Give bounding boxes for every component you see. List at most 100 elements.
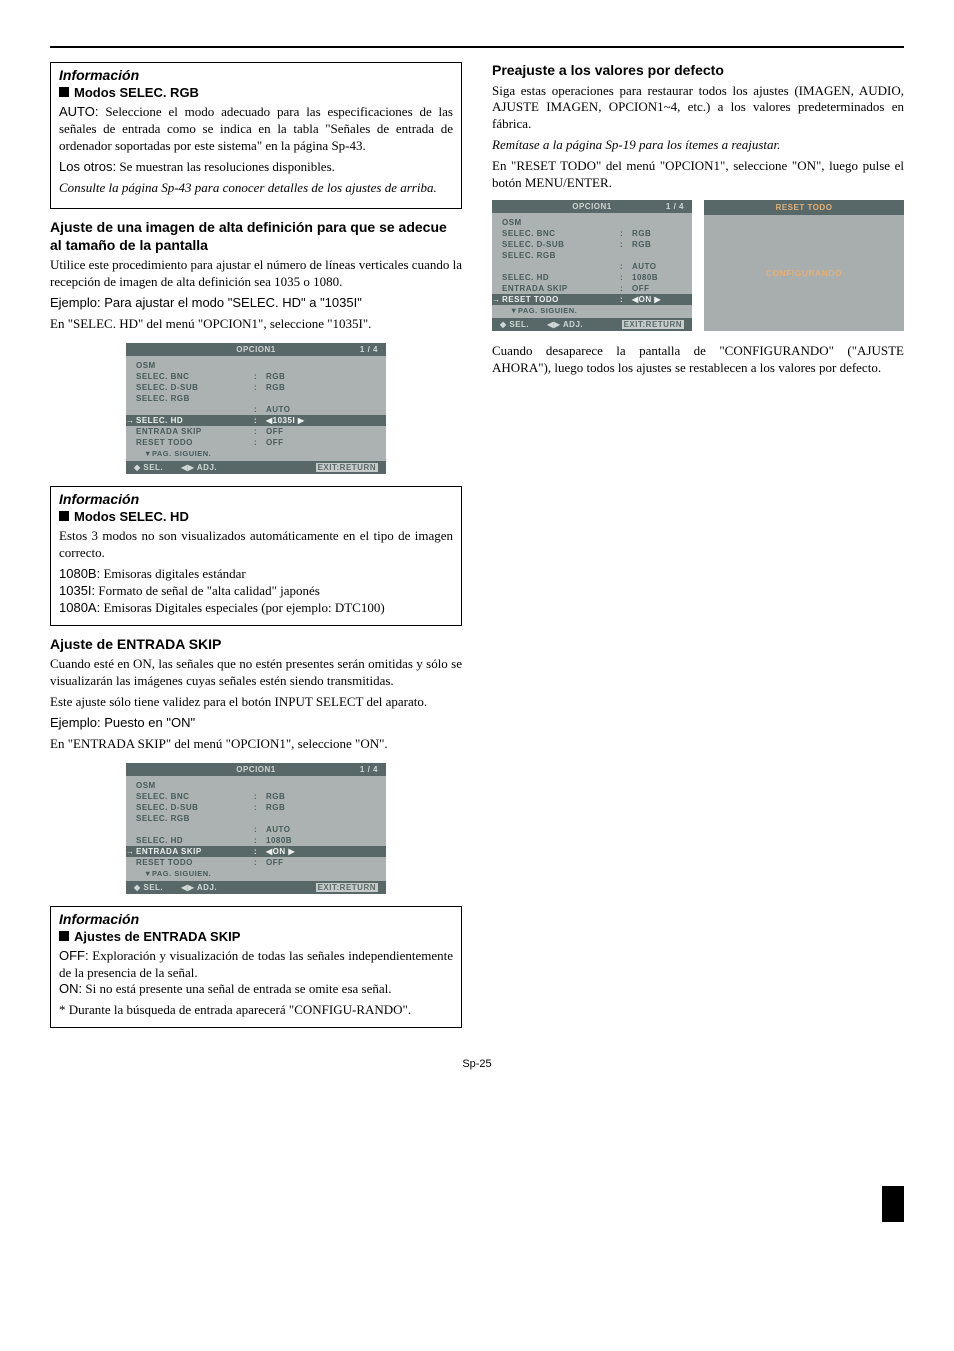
skip-paragraph-2: Este ajuste sólo tiene validez para el b… (50, 694, 462, 711)
osd-exit: EXIT:RETURN (316, 463, 378, 472)
osd-title-bar: OPCION1 1 / 4 (126, 343, 386, 356)
info-intro: Estos 3 modos no son visualizados automá… (59, 528, 453, 562)
osd-row: SELEC. BNC:RGB (126, 371, 386, 382)
reset-paragraph-1: Siga estas operaciones para restaurar to… (492, 83, 904, 134)
hd-example-line: Ejemplo: Para ajustar el modo "SELEC. HD… (50, 295, 462, 310)
osd-row: ▼ PAG. SIGUIEN. (492, 305, 692, 316)
info-title: Información (59, 911, 453, 927)
osd-exit: EXIT:RETURN (622, 320, 684, 329)
hd-adjust-paragraph: Utilice este procedimiento para ajustar … (50, 257, 462, 291)
osd-footer: ◆ SEL. ◀▶ ADJ. EXIT:RETURN (492, 318, 692, 331)
mode-1080b: 1080B: Emisoras digitales estándar (59, 566, 453, 583)
osd-row-selected: RESET TODO:◀ON ▶ (492, 294, 692, 305)
osd-row: SELEC. BNC:RGB (492, 228, 692, 239)
osd-sel: ◆ SEL. (134, 883, 163, 892)
osd-title: OPCION1 (572, 202, 612, 211)
osd-row: :AUTO (126, 404, 386, 415)
info-subtitle: Modos SELEC. RGB (59, 85, 453, 100)
term-otros: Los otros: (59, 159, 116, 174)
heading-skip: Ajuste de ENTRADA SKIP (50, 636, 462, 654)
osd-row: ▼ PAG. SIGUIEN. (126, 448, 386, 459)
osd-row: SELEC. D-SUB:RGB (126, 382, 386, 393)
osd-row: RESET TODO:OFF (126, 857, 386, 868)
osd-row: SELEC. HD:1080B (126, 835, 386, 846)
term-auto: AUTO: (59, 104, 99, 119)
osd-title: OPCION1 (236, 765, 276, 774)
osd-items: OSM SELEC. BNC:RGB SELEC. D-SUB:RGB SELE… (126, 776, 386, 881)
otros-definition: Los otros: Se muestran las resoluciones … (59, 159, 453, 176)
osd-title-bar: OPCION1 1 / 4 (492, 200, 692, 213)
osd-selec-hd: OPCION1 1 / 4 OSM SELEC. BNC:RGB SELEC. … (50, 343, 462, 474)
osd-row-selected: ENTRADA SKIP:◀ON ▶ (126, 846, 386, 857)
osd-row: ENTRADA SKIP:OFF (492, 283, 692, 294)
osd-reset-pair: OPCION1 1 / 4 OSM SELEC. BNC:RGB SELEC. … (492, 200, 904, 331)
osd-row: SELEC. D-SUB:RGB (492, 239, 692, 250)
right-column: Preajuste a los valores por defecto Siga… (492, 62, 904, 1038)
mode-1035i: 1035I: Formato de señal de "alta calidad… (59, 583, 453, 600)
reset-sequence: En "RESET TODO" del menú "OPCION1", sele… (492, 158, 904, 192)
osd-menu-reset: OPCION1 1 / 4 OSM SELEC. BNC:RGB SELEC. … (492, 200, 692, 331)
osd-menu: OPCION1 1 / 4 OSM SELEC. BNC:RGB SELEC. … (126, 763, 386, 894)
reset-reference: Remítase a la página Sp-19 para los ítem… (492, 137, 904, 154)
osd-title: OPCION1 (236, 345, 276, 354)
reset-after-paragraph: Cuando desaparece la pantalla de "CONFIG… (492, 343, 904, 377)
osd-row: RESET TODO:OFF (126, 437, 386, 448)
skip-off-def: OFF: Exploración y visualización de toda… (59, 948, 453, 982)
osd-entrada-skip: OPCION1 1 / 4 OSM SELEC. BNC:RGB SELEC. … (50, 763, 462, 894)
osd-row: SELEC. D-SUB:RGB (126, 802, 386, 813)
osd-items: OSM SELEC. BNC:RGB SELEC. D-SUB:RGB SELE… (492, 213, 692, 318)
osd-reset-confirm: RESET TODO CONFIGURANDO (704, 200, 904, 331)
osd-row: OSM (492, 217, 692, 228)
skip-note: * Durante la búsqueda de entrada aparece… (59, 1002, 453, 1019)
skip-paragraph-1: Cuando esté en ON, las señales que no es… (50, 656, 462, 690)
osd-footer: ◆ SEL. ◀▶ ADJ. EXIT:RETURN (126, 881, 386, 894)
info-box-skip: Información Ajustes de ENTRADA SKIP OFF:… (50, 906, 462, 1029)
osd-sel: ◆ SEL. (134, 463, 163, 472)
osd-items: OSM SELEC. BNC:RGB SELEC. D-SUB:RGB SELE… (126, 356, 386, 461)
heading-hd-adjust: Ajuste de una imagen de alta definición … (50, 219, 462, 254)
osd-adj: ◀▶ ADJ. (181, 883, 217, 892)
osd-row: :AUTO (492, 261, 692, 272)
osd-row: ▼ PAG. SIGUIEN. (126, 868, 386, 879)
skip-sequence: En "ENTRADA SKIP" del menú "OPCION1", se… (50, 736, 462, 753)
side-tab (882, 1186, 904, 1222)
osd-sel: ◆ SEL. (500, 320, 529, 329)
skip-example: Ejemplo: Puesto en "ON" (50, 715, 462, 730)
info-title: Información (59, 67, 453, 83)
osd-footer: ◆ SEL. ◀▶ ADJ. EXIT:RETURN (126, 461, 386, 474)
two-column-layout: Información Modos SELEC. RGB AUTO: Selec… (50, 62, 904, 1038)
osd-row: OSM (126, 360, 386, 371)
osd-reset-body: CONFIGURANDO (704, 215, 904, 331)
osd-row: OSM (126, 780, 386, 791)
osd-reset-title: RESET TODO (704, 200, 904, 215)
top-rule (50, 46, 904, 48)
osd-adj: ◀▶ ADJ. (181, 463, 217, 472)
skip-on-def: ON: Si no está presente una señal de ent… (59, 981, 453, 998)
osd-menu: OPCION1 1 / 4 OSM SELEC. BNC:RGB SELEC. … (126, 343, 386, 474)
info-box-rgb: Información Modos SELEC. RGB AUTO: Selec… (50, 62, 462, 209)
auto-definition: AUTO: Seleccione el modo adecuado para l… (59, 104, 453, 155)
osd-row: SELEC. HD:1080B (492, 272, 692, 283)
info-subtitle: Modos SELEC. HD (59, 509, 453, 524)
osd-exit: EXIT:RETURN (316, 883, 378, 892)
osd-row: SELEC. RGB (126, 813, 386, 824)
info-box-hd: Información Modos SELEC. HD Estos 3 modo… (50, 486, 462, 625)
osd-row: SELEC. RGB (492, 250, 692, 261)
osd-pager: 1 / 4 (360, 765, 378, 774)
page-number: Sp-25 (50, 1058, 904, 1070)
hd-sequence: En "SELEC. HD" del menú "OPCION1", selec… (50, 316, 462, 333)
osd-row: ENTRADA SKIP:OFF (126, 426, 386, 437)
osd-pager: 1 / 4 (360, 345, 378, 354)
info-subtitle: Ajustes de ENTRADA SKIP (59, 929, 453, 944)
mode-1080a: 1080A: Emisoras Digitales especiales (po… (59, 600, 453, 617)
reference-note: Consulte la página Sp-43 para conocer de… (59, 180, 453, 197)
osd-pager: 1 / 4 (666, 202, 684, 211)
osd-row: :AUTO (126, 824, 386, 835)
osd-row-selected: SELEC. HD:◀1035I ▶ (126, 415, 386, 426)
osd-row: SELEC. BNC:RGB (126, 791, 386, 802)
heading-reset: Preajuste a los valores por defecto (492, 62, 904, 80)
osd-adj: ◀▶ ADJ. (547, 320, 583, 329)
osd-row: SELEC. RGB (126, 393, 386, 404)
info-title: Información (59, 491, 453, 507)
left-column: Información Modos SELEC. RGB AUTO: Selec… (50, 62, 462, 1038)
